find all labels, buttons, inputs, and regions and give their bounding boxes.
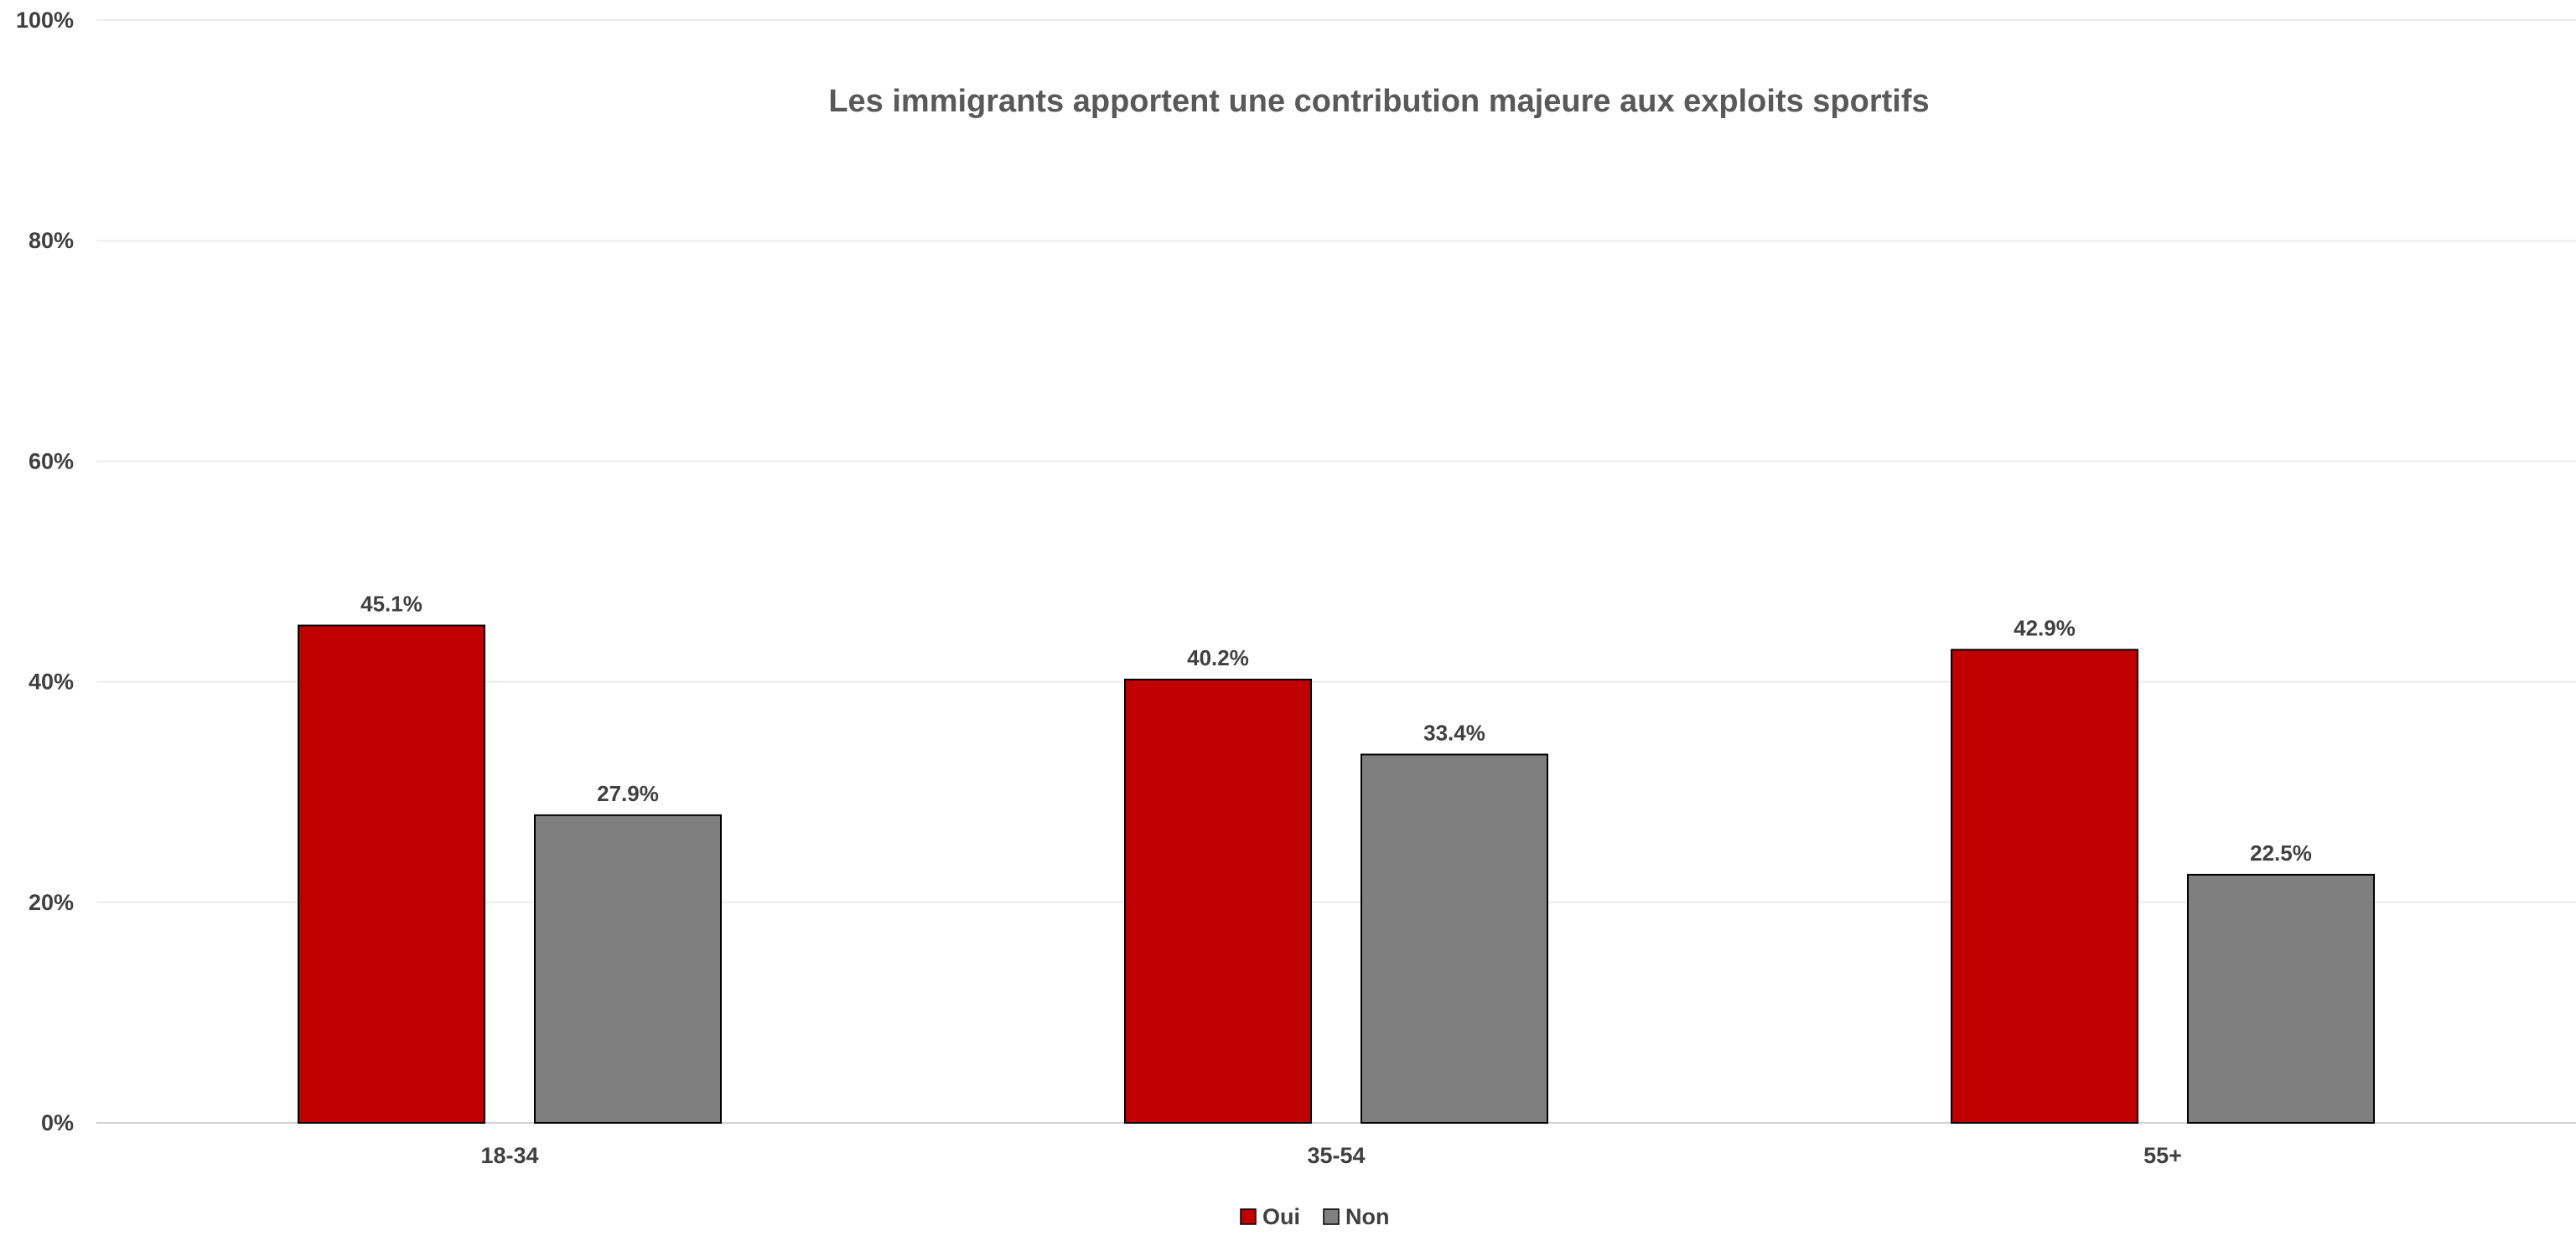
bar-oui-18-34 [298,624,485,1124]
bar-non-18-34 [534,814,722,1124]
data-label: 22.5% [2250,840,2312,866]
data-label: 45.1% [360,591,422,616]
bar-oui-55+ [1951,649,2138,1124]
y-axis-ticks: 0% 20% 40% 60% 80% 100% [16,8,74,1135]
bar-oui-35-54 [1124,678,1312,1124]
legend-label-non: Non [1345,1204,1389,1229]
y-tick-label: 40% [29,670,74,695]
data-labels: 45.1% 27.9% 40.2% 33.4% 42.9% 22.5% [360,591,2312,865]
legend-swatch-oui [1240,1208,1257,1225]
bar-non-55+ [2187,873,2375,1125]
chart-title: Les immigrants apportent une contributio… [828,84,1929,119]
bars [298,624,2375,1125]
data-label: 33.4% [1423,720,1485,745]
x-tick-label: 18-34 [480,1143,538,1168]
x-tick-label: 35-54 [1307,1143,1365,1168]
y-tick-label: 20% [29,890,74,915]
y-tick-label: 100% [16,8,74,33]
legend-label-oui: Oui [1262,1204,1300,1229]
legend: Oui Non [1240,1204,1389,1229]
data-label: 40.2% [1187,645,1249,670]
data-label: 27.9% [597,781,659,806]
x-axis-ticks: 18-34 35-54 55+ [480,1143,2181,1168]
data-label: 42.9% [2014,615,2076,640]
gridlines [96,19,2576,1124]
legend-swatch-non [1323,1208,1340,1225]
bar-non-35-54 [1361,753,1548,1124]
x-tick-label: 55+ [2143,1143,2182,1168]
y-tick-label: 60% [29,448,74,473]
y-tick-label: 80% [29,228,74,253]
y-tick-label: 0% [41,1110,74,1135]
